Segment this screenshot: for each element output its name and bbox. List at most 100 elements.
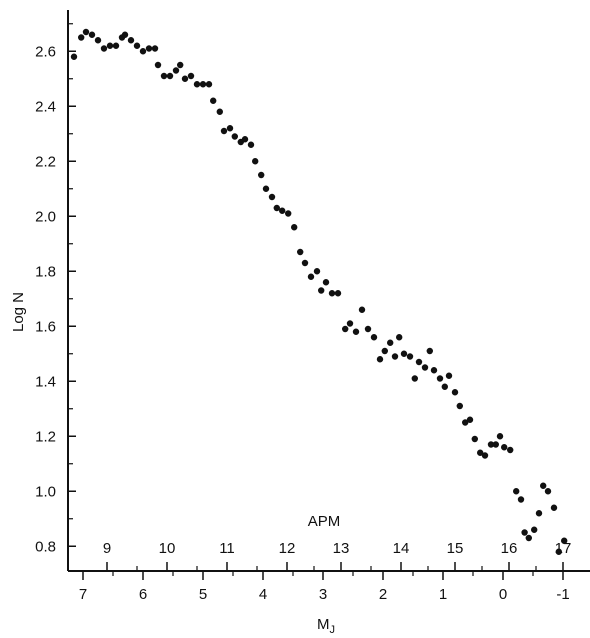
apm-tick-label: 10: [159, 540, 176, 557]
data-point: [199, 81, 207, 88]
y-tick-label: 1.4: [35, 373, 56, 390]
x-axis-title-main: M: [317, 616, 330, 633]
data-point: [187, 72, 195, 80]
data-point: [561, 537, 568, 544]
data-point: [501, 444, 508, 451]
data-point: [78, 34, 85, 41]
y-tick-label: 1.0: [35, 483, 56, 500]
x-tick-label: 5: [199, 586, 207, 603]
apm-tick-label: 14: [393, 540, 410, 557]
data-point: [540, 482, 547, 489]
data-point: [70, 53, 78, 60]
data-point: [139, 48, 147, 55]
data-point: [318, 287, 325, 294]
data-point: [342, 325, 349, 333]
apm-axis: APM 9 10 11 12 13 14 15 16 17: [103, 513, 571, 571]
apm-tick-label: 9: [103, 540, 111, 557]
data-point: [127, 37, 135, 44]
data-point: [456, 402, 463, 410]
x-tick-label: 6: [139, 586, 147, 603]
data-points: [70, 28, 568, 555]
data-point: [492, 441, 499, 448]
y-tick-label: 0.8: [35, 538, 56, 555]
x-tick-label: 3: [319, 586, 327, 603]
data-point: [415, 358, 423, 366]
apm-tick-label: 12: [279, 540, 296, 557]
data-point: [531, 526, 538, 533]
data-point: [550, 504, 558, 511]
y-tick-label: 1.8: [35, 263, 56, 280]
data-point: [241, 136, 249, 143]
data-point: [555, 548, 562, 555]
data-point: [387, 339, 394, 346]
y-tick-label: 2.2: [35, 153, 56, 170]
data-point: [441, 383, 448, 390]
data-point: [210, 97, 217, 104]
data-point: [507, 446, 514, 454]
data-point: [411, 375, 418, 382]
data-point: [151, 45, 159, 52]
x-axis: 7 6 5 4 3 2 1 0 -1: [79, 571, 570, 603]
data-point: [513, 488, 520, 495]
data-point: [100, 45, 108, 52]
data-point: [301, 259, 309, 267]
data-point: [94, 37, 102, 44]
data-point: [481, 452, 489, 459]
data-point: [436, 375, 444, 382]
data-point: [172, 67, 180, 74]
data-point: [496, 433, 504, 440]
y-tick-label: 2.0: [35, 208, 56, 225]
data-point: [258, 171, 265, 179]
data-point: [166, 72, 174, 80]
y-axis-title: Log N: [10, 292, 27, 332]
data-point: [88, 31, 96, 38]
data-point: [400, 350, 408, 357]
y-tick-label: 1.2: [35, 428, 56, 445]
data-point: [216, 108, 223, 115]
y-tick-label: 2.4: [35, 98, 56, 115]
data-point: [154, 61, 162, 69]
apm-tick-label: 11: [219, 540, 235, 557]
data-point: [358, 306, 366, 313]
data-point: [376, 356, 384, 363]
data-point: [406, 353, 414, 360]
x-axis-title-subscript: J: [330, 624, 336, 636]
data-point: [370, 334, 378, 341]
data-point: [477, 449, 484, 456]
data-point: [177, 61, 184, 69]
data-point: [391, 353, 399, 360]
apm-tick-label: 13: [333, 540, 350, 557]
data-point: [273, 204, 280, 212]
data-point: [112, 42, 120, 49]
data-point: [252, 158, 259, 165]
data-point: [145, 45, 153, 52]
data-point: [205, 81, 213, 88]
apm-axis-title: APM: [308, 513, 341, 530]
data-point: [421, 364, 429, 371]
x-tick-label: 2: [379, 586, 387, 603]
data-point: [334, 290, 342, 297]
data-point: [451, 389, 459, 396]
data-point: [160, 72, 168, 80]
data-point: [262, 185, 270, 192]
data-point: [231, 133, 238, 140]
data-point: [279, 207, 286, 214]
x-tick-label: 0: [499, 586, 507, 603]
data-point: [535, 510, 543, 517]
data-point: [445, 372, 453, 379]
data-point: [462, 419, 469, 426]
data-point: [352, 328, 360, 335]
data-point: [226, 125, 234, 132]
data-point: [364, 325, 372, 333]
data-point: [471, 435, 478, 443]
data-point: [307, 273, 315, 280]
data-point: [133, 42, 141, 49]
data-point: [247, 141, 255, 148]
data-point: [181, 75, 189, 82]
data-point: [426, 347, 433, 355]
data-point: [544, 488, 552, 495]
data-point: [121, 31, 129, 38]
data-point: [517, 496, 525, 503]
x-tick-label: -1: [556, 586, 569, 603]
